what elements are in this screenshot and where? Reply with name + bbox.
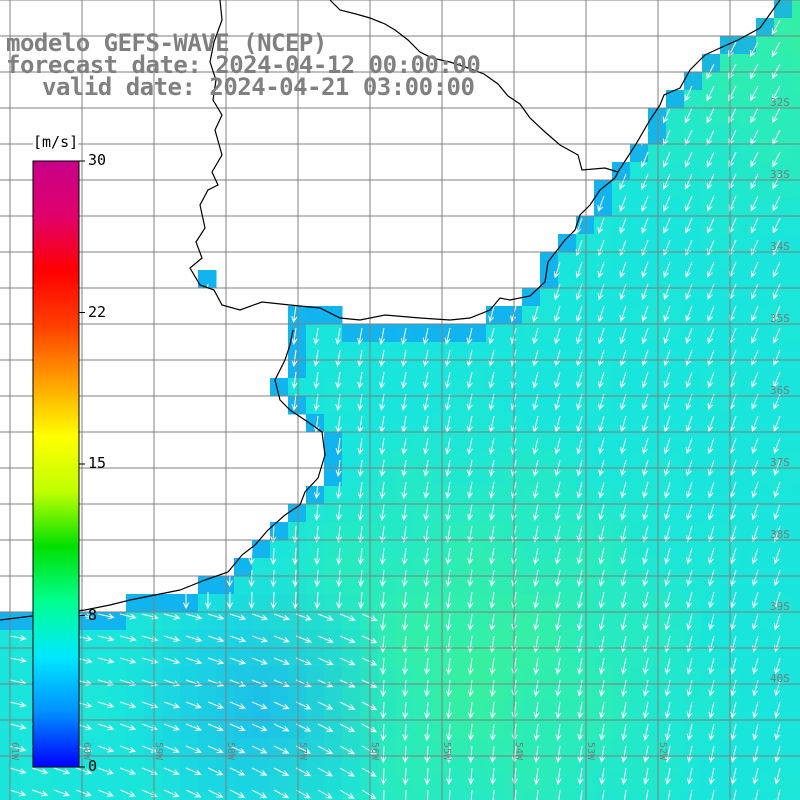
colorbar-tick: 0 — [88, 757, 98, 775]
longitude-label: 53W — [585, 742, 596, 761]
longitude-label: 60W — [81, 742, 92, 761]
colorbar-tick: 15 — [88, 454, 107, 472]
longitude-label: 57W — [297, 742, 308, 761]
model-title: modelo GEFS-WAVE (NCEP) — [6, 29, 327, 57]
latitude-label: 36S — [770, 384, 790, 397]
valid-date: valid date: 2024-04-21 03:00:00 — [42, 73, 475, 101]
colorbar-tick: 22 — [88, 302, 107, 321]
forecast-date: forecast date: 2024-04-12 00:00:00 — [6, 51, 481, 79]
longitude-label: 56W — [369, 742, 380, 761]
latitude-label: 35S — [770, 312, 790, 325]
colorbar-tick: 8 — [88, 605, 98, 624]
longitude-label: 58W — [225, 742, 236, 761]
longitude-label: 59W — [153, 742, 164, 761]
longitude-label: 52W — [657, 742, 668, 761]
coastline-uruguay-south — [0, 329, 326, 621]
latitude-label: 37S — [770, 456, 790, 469]
colorbar-units: [m/s] — [33, 133, 79, 151]
latitude-label: 32S — [770, 96, 790, 109]
latitude-label: 38S — [770, 528, 790, 541]
longitude-label: 54W — [513, 742, 524, 761]
coastline — [189, 0, 781, 321]
longitude-label: 55W — [441, 742, 452, 761]
latitude-label: 39S — [770, 600, 790, 613]
longitude-label: 61W — [9, 742, 20, 761]
latitude-label: 40S — [770, 672, 790, 685]
colorbar-tick: 30 — [88, 151, 107, 169]
latitude-label: 34S — [770, 240, 790, 253]
latitude-label: 33S — [770, 168, 790, 181]
